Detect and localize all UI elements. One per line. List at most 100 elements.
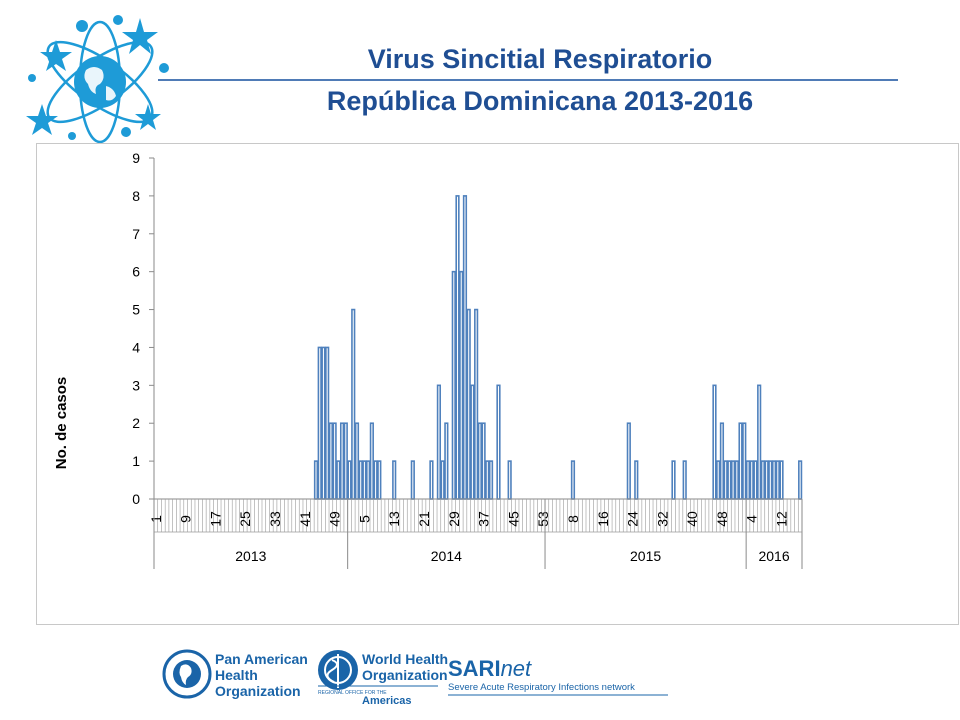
bar [466, 308, 471, 500]
bar [429, 460, 434, 500]
bar [719, 422, 725, 500]
bar [332, 422, 337, 500]
bar [745, 460, 751, 500]
x-week-label: 48 [714, 511, 730, 527]
x-axis: 1 9 17 25 33 41 49 5 13 21 29 37 45 53 8 16 24 32 40 48 4 12 2… [148, 498, 803, 569]
bar [369, 422, 374, 500]
paho-line3: Organization [215, 683, 301, 699]
bar [727, 460, 732, 500]
chart-title: Virus Sincitial Respiratorio [367, 44, 713, 74]
paho-line2: Health [215, 667, 258, 683]
chart-frame [36, 143, 959, 625]
x-week-label: 29 [446, 511, 462, 527]
bar [317, 346, 322, 500]
bar [451, 270, 456, 500]
bar [742, 422, 747, 500]
bar [757, 384, 762, 500]
bar [366, 460, 371, 500]
x-week-label: 12 [774, 511, 790, 527]
bar [760, 460, 766, 500]
chart-subtitle: República Dominicana 2013-2016 [326, 86, 754, 116]
bar [477, 422, 482, 500]
bar [358, 460, 363, 500]
x-week-label: 1 [148, 515, 164, 523]
y-tick-label: 5 [132, 302, 140, 318]
bar [753, 460, 758, 500]
x-week-label: 17 [207, 511, 223, 527]
svg-text:SARInet: SARInet [448, 656, 532, 681]
x-year-label: 2014 [431, 548, 462, 564]
bar [768, 460, 773, 500]
bar [712, 384, 717, 500]
bar [462, 195, 468, 500]
bar [749, 460, 754, 500]
y-tick-label: 7 [132, 226, 140, 242]
x-week-label: 5 [356, 515, 372, 523]
bar [410, 460, 415, 500]
bar [377, 460, 382, 500]
x-week-label: 33 [267, 511, 283, 527]
y-tick-label: 2 [132, 415, 140, 431]
bar [336, 460, 341, 500]
bar [488, 460, 494, 500]
bars [313, 195, 803, 500]
footer-logos: Pan American Health Organization World H… [162, 649, 668, 706]
bar [671, 460, 676, 500]
bar [347, 460, 352, 500]
who-regional: REGIONAL OFFICE FOR THE [318, 690, 387, 696]
bar [459, 270, 464, 500]
bar [730, 460, 736, 500]
sarinet-logo: SARInet Severe Acute Respiratory Infecti… [448, 656, 668, 696]
x-week-label: 25 [237, 511, 253, 527]
sarinet-subtitle: Severe Acute Respiratory Infections netw… [448, 682, 635, 693]
x-week-label: 49 [327, 511, 343, 527]
bar [328, 422, 333, 500]
x-week-label: 4 [744, 515, 760, 523]
bar [570, 460, 576, 500]
who-line1: World Health [362, 651, 448, 667]
y-tick-label: 1 [132, 453, 140, 469]
bar [440, 460, 445, 500]
bar [470, 384, 475, 500]
paho-logo: Pan American Health Organization [162, 649, 308, 699]
bar [321, 346, 326, 500]
x-week-label: 41 [297, 511, 313, 527]
who-logo: World Health Organization REGIONAL OFFIC… [318, 650, 448, 706]
sarinet-net: net [501, 656, 532, 681]
y-tick-label: 9 [132, 150, 140, 166]
bar [325, 346, 330, 500]
x-week-label: 40 [684, 511, 700, 527]
bar [798, 460, 803, 500]
y-axis: 0 1 2 3 4 5 6 7 8 9 [132, 150, 155, 507]
bar [779, 460, 784, 500]
y-tick-label: 0 [132, 491, 140, 507]
x-week-label: 37 [476, 511, 492, 527]
y-tick-label: 3 [132, 377, 140, 393]
x-week-label: 13 [386, 511, 402, 527]
x-year-label: 2015 [630, 548, 661, 564]
bar [775, 460, 780, 500]
x-week-label: 24 [625, 511, 641, 527]
bar [507, 460, 512, 500]
bar [496, 384, 501, 500]
x-week-label: 32 [654, 511, 670, 527]
bar [343, 422, 348, 500]
bar [339, 422, 345, 500]
x-week-label: 53 [535, 511, 551, 527]
sarinet-sari: SARI [448, 656, 501, 681]
bar [362, 460, 367, 500]
bar [455, 195, 460, 500]
bar [716, 460, 721, 500]
x-week-label: 21 [416, 511, 432, 527]
y-tick-label: 4 [132, 339, 140, 355]
bar [373, 460, 378, 500]
who-americas: Americas [362, 695, 412, 706]
bar [634, 460, 639, 500]
x-week-label: 45 [505, 511, 521, 527]
bar [723, 460, 728, 500]
x-year-label: 2016 [758, 548, 789, 564]
bar [354, 422, 360, 500]
x-week-label: 8 [565, 515, 581, 523]
x-week-label: 9 [178, 515, 194, 523]
